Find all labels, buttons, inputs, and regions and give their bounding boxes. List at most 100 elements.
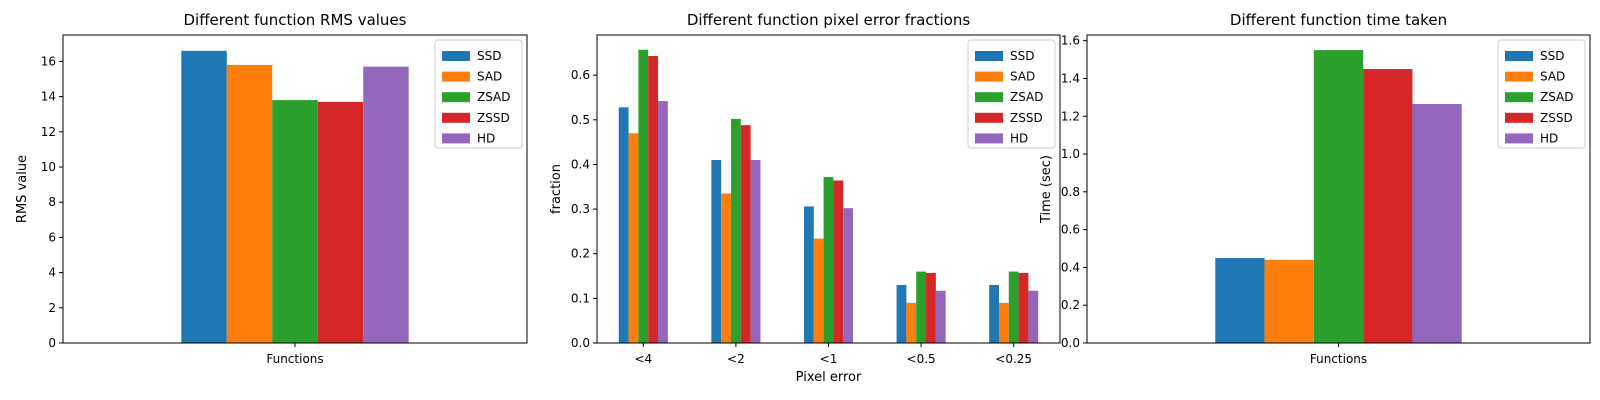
legend-label-ssd: SSD — [477, 49, 501, 63]
y-tick-label: 0.4 — [1061, 260, 1080, 274]
legend-swatch-sad — [975, 71, 1003, 82]
y-tick-label: 0.4 — [571, 157, 590, 171]
x-tick-label: <4 — [634, 352, 652, 366]
y-tick-label: 14 — [41, 90, 56, 104]
x-tick-label: <1 — [820, 352, 838, 366]
legend: SSD SAD ZSAD ZSSD HD — [967, 39, 1056, 149]
bar-zsad-0 — [1313, 50, 1364, 344]
legend-swatch-hd — [442, 133, 470, 144]
bar-ssd-4 — [989, 284, 999, 343]
y-tick-label: 10 — [41, 160, 56, 174]
bar-sad-4 — [998, 302, 1009, 343]
legend-swatch-zssd — [1505, 112, 1533, 123]
legend-label-zsad: ZSAD — [1010, 90, 1044, 104]
y-tick-label: 0.8 — [1061, 185, 1080, 199]
bar-hd-4 — [1028, 290, 1039, 343]
bar-zsad-2 — [823, 176, 834, 343]
bar-hd-0 — [363, 66, 409, 344]
legend-label-zsad: ZSAD — [477, 90, 511, 104]
y-tick-label: 2 — [48, 301, 56, 315]
legend-swatch-sad — [442, 71, 470, 82]
bar-zsad-0 — [272, 100, 318, 344]
legend-swatch-hd — [1505, 133, 1533, 144]
bar-zsad-0 — [638, 49, 649, 343]
chart-title: Different function RMS values — [184, 11, 407, 29]
y-tick-label: 0.0 — [571, 336, 590, 350]
x-tick-label: Functions — [266, 352, 323, 366]
legend-label-hd: HD — [477, 131, 495, 145]
y-tick-label: 0.2 — [1061, 298, 1080, 312]
y-tick-label: 0.3 — [571, 202, 590, 216]
legend-label-ssd: SSD — [1010, 49, 1034, 63]
y-axis-label: fraction — [549, 164, 564, 214]
legend: SSD SAD ZSAD ZSSD HD — [1497, 39, 1586, 149]
y-tick-label: 0.6 — [571, 68, 590, 82]
chart-panel-1: 0.0 0.1 0.2 0.3 0.4 0.5 0.6 <4 <2 <1 <0.5 <0.25 Diff… — [549, 11, 1061, 385]
x-tick-label: <0.5 — [907, 352, 936, 366]
y-tick-label: 4 — [48, 266, 56, 280]
bar-hd-3 — [935, 290, 946, 343]
legend-swatch-hd — [975, 133, 1003, 144]
legend-label-ssd: SSD — [1540, 49, 1564, 63]
legend-label-hd: HD — [1010, 131, 1028, 145]
bar-ssd-2 — [803, 206, 814, 343]
bar-sad-0 — [628, 133, 639, 343]
bar-ssd-0 — [1215, 257, 1265, 343]
chart-title: Different function pixel error fractions — [687, 11, 971, 29]
legend-swatch-ssd — [1505, 51, 1533, 61]
legend-label-sad: SAD — [1540, 70, 1565, 84]
legend-label-zsad: ZSAD — [1540, 90, 1574, 104]
legend-swatch-ssd — [442, 51, 470, 61]
bar-sad-0 — [226, 64, 273, 344]
legend-label-sad: SAD — [477, 70, 502, 84]
y-tick-label: 0.2 — [571, 247, 590, 261]
y-tick-label: 0.6 — [1061, 223, 1080, 237]
bar-hd-1 — [750, 159, 761, 343]
legend-label-zssd: ZSSD — [1540, 111, 1573, 125]
y-axis-label: Time (sec) — [1039, 155, 1054, 224]
legend-swatch-zssd — [442, 112, 470, 123]
bar-zssd-4 — [1018, 272, 1029, 343]
bar-zsad-3 — [916, 271, 927, 343]
legend: SSD SAD ZSAD ZSSD HD — [434, 39, 523, 149]
legend-label-sad: SAD — [1010, 70, 1035, 84]
legend-swatch-zsad — [1505, 92, 1533, 103]
bar-zssd-1 — [740, 125, 751, 343]
bar-zssd-2 — [833, 180, 844, 343]
bar-zssd-3 — [926, 272, 936, 343]
y-tick-label: 0 — [48, 336, 56, 350]
y-tick-label: 6 — [48, 230, 56, 244]
y-tick-label: 0.0 — [1061, 336, 1080, 350]
bar-hd-0 — [1412, 103, 1462, 343]
legend-swatch-zsad — [975, 92, 1003, 103]
bar-ssd-0 — [618, 107, 629, 343]
bar-zsad-4 — [1008, 271, 1019, 343]
y-tick-label: 1.4 — [1061, 71, 1080, 85]
bar-zssd-0 — [648, 55, 659, 343]
legend-label-zssd: ZSSD — [1010, 111, 1043, 125]
x-tick-label: <2 — [727, 352, 745, 366]
bar-zssd-0 — [317, 101, 364, 343]
bar-zssd-0 — [1363, 69, 1413, 343]
chart-panel-0: 0 2 4 6 8 10 12 14 16 Functions Different function… — [15, 11, 528, 366]
legend-label-zssd: ZSSD — [477, 111, 510, 125]
y-tick-label: 12 — [41, 125, 56, 139]
bar-ssd-0 — [181, 50, 227, 344]
y-tick-label: 0.1 — [571, 291, 590, 305]
x-axis-label: Pixel error — [796, 370, 862, 385]
y-tick-label: 1.6 — [1061, 34, 1080, 48]
bar-ssd-3 — [896, 284, 907, 343]
y-tick-label: 1.2 — [1061, 109, 1080, 123]
bar-sad-0 — [1264, 259, 1314, 343]
x-tick-label: <0.25 — [995, 352, 1032, 366]
y-tick-label: 1.0 — [1061, 147, 1080, 161]
legend-swatch-sad — [1505, 71, 1533, 82]
y-tick-label: 16 — [41, 54, 56, 68]
bar-sad-3 — [906, 302, 917, 343]
y-tick-label: 0.5 — [571, 113, 590, 127]
bar-hd-0 — [658, 101, 668, 343]
x-tick-label: Functions — [1310, 352, 1367, 366]
chart-panel-2: 0.0 0.2 0.4 0.6 0.8 1.0 1.2 1.4 1.6 Functions Diff… — [1039, 11, 1591, 366]
y-axis-label: RMS value — [15, 155, 30, 223]
